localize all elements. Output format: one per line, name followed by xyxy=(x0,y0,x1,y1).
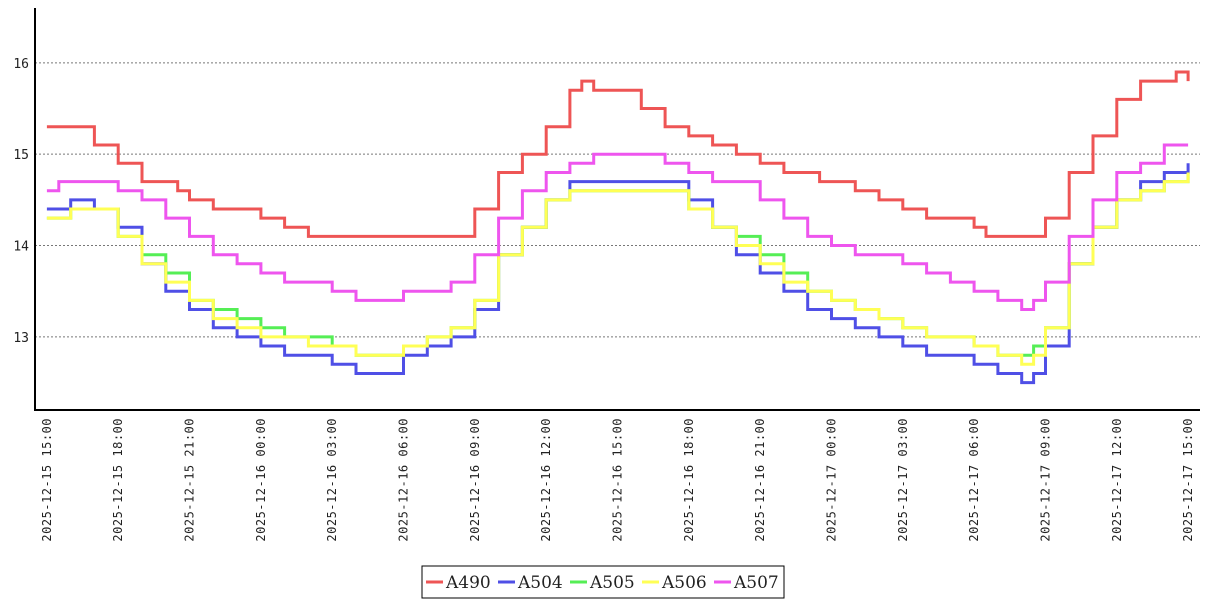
x-tick-label: 2025-12-16 12:00 xyxy=(539,418,553,542)
y-tick-label: 16 xyxy=(13,57,29,72)
series-line-a507 xyxy=(46,143,1189,311)
series-line-a504 xyxy=(46,163,1190,385)
x-tick-label: 2025-12-17 03:00 xyxy=(896,418,910,542)
y-tick-label: 15 xyxy=(13,148,29,163)
axes xyxy=(34,8,1200,411)
legend-label: A504 xyxy=(517,573,563,593)
x-tick-label: 2025-12-17 06:00 xyxy=(967,418,981,542)
legend-label: A507 xyxy=(733,573,779,593)
x-tick-label: 2025-12-15 15:00 xyxy=(40,418,54,542)
series-line-a506 xyxy=(46,172,1190,366)
x-tick-label: 2025-12-16 09:00 xyxy=(468,418,482,542)
x-tick-label: 2025-12-16 18:00 xyxy=(682,418,696,542)
series-line-a490 xyxy=(46,70,1190,238)
x-tick-label: 2025-12-17 09:00 xyxy=(1038,418,1052,542)
x-tick-label: 2025-12-16 06:00 xyxy=(397,418,411,542)
x-tick-label: 2025-12-15 18:00 xyxy=(111,418,125,542)
legend-label: A505 xyxy=(589,573,635,593)
legend: A490 A504 A505 A506 A507 xyxy=(421,565,785,599)
x-tick-label: 2025-12-17 00:00 xyxy=(824,418,838,542)
legend-label: A506 xyxy=(661,573,707,593)
x-tick-label: 2025-12-15 21:00 xyxy=(183,418,197,542)
series-lines xyxy=(46,70,1190,385)
legend-label: A490 xyxy=(445,573,491,593)
y-tick-label: 13 xyxy=(13,331,29,346)
x-tick-labels: 2025-12-15 15:00 2025-12-15 18:00 2025-12-… xyxy=(40,418,1195,542)
x-tick-label: 2025-12-16 03:00 xyxy=(325,418,339,542)
x-tick-label: 2025-12-17 12:00 xyxy=(1110,418,1124,542)
y-tick-labels: 13 14 15 16 xyxy=(13,57,29,346)
x-tick-label: 2025-12-17 15:00 xyxy=(1181,418,1195,542)
y-tick-label: 14 xyxy=(13,240,29,255)
x-tick-label: 2025-12-16 15:00 xyxy=(611,418,625,542)
x-tick-label: 2025-12-16 21:00 xyxy=(753,418,767,542)
x-tick-label: 2025-12-16 00:00 xyxy=(254,418,268,542)
